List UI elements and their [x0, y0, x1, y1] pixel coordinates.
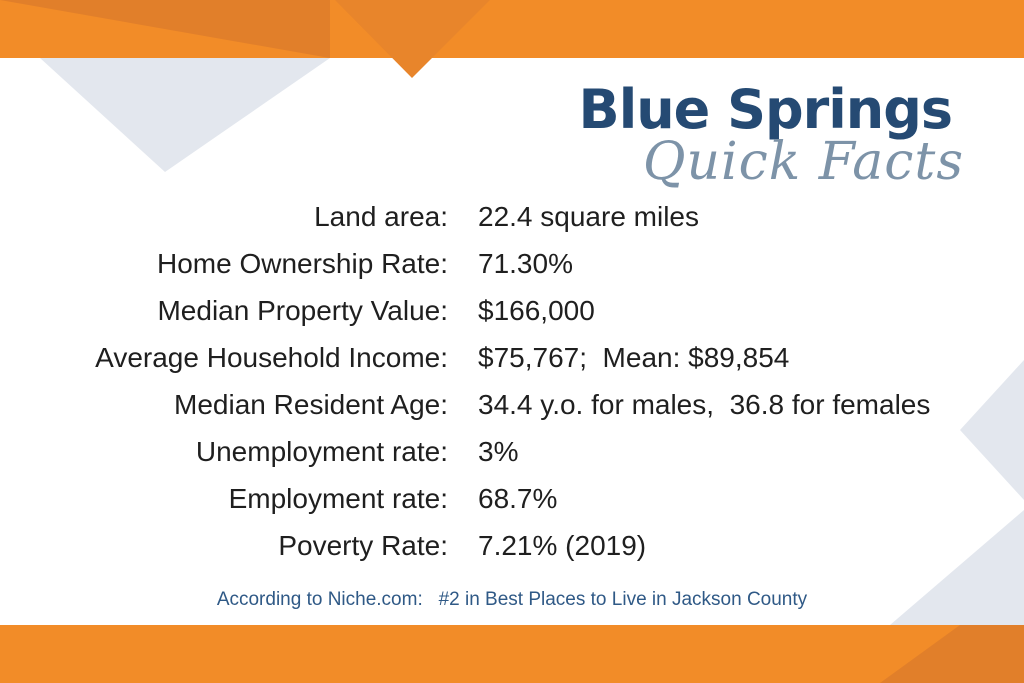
fact-label: Poverty Rate:	[278, 530, 448, 561]
gray-triangle-right-upper	[960, 360, 1024, 500]
fact-row-poverty: Poverty Rate: 7.21% (2019)	[0, 523, 1024, 569]
fact-label: Unemployment rate:	[195, 436, 448, 467]
bottom-band-shade	[880, 625, 1024, 683]
fact-row-property-value: Median Property Value: $166,000	[0, 288, 1024, 334]
fact-value: 22.4 square miles	[478, 201, 700, 232]
gray-triangle-right-lower	[890, 510, 1024, 625]
top-band-shade-1	[0, 0, 330, 58]
fact-value: 7.21% (2019)	[478, 530, 647, 561]
fact-label: Median Property Value:	[157, 295, 448, 326]
fact-value: 71.30%	[478, 248, 573, 279]
gray-triangle-top-left	[40, 58, 330, 172]
fact-label: Median Resident Age:	[174, 389, 448, 420]
fact-row-employment: Employment rate: 68.7%	[0, 476, 1024, 522]
fact-row-unemployment: Unemployment rate: 3%	[0, 429, 1024, 475]
fact-row-home-ownership: Home Ownership Rate: 71.30%	[0, 241, 1024, 287]
fact-value: 68.7%	[478, 483, 558, 514]
page-title: Blue Springs	[578, 78, 953, 141]
fact-label: Land area:	[314, 201, 448, 232]
fact-value: 3%	[478, 436, 519, 467]
fact-row-land-area: Land area: 22.4 square miles	[0, 194, 1024, 240]
fact-row-household-income: Average Household Income: $75,767; Mean:…	[0, 335, 1024, 381]
fact-label: Employment rate:	[228, 483, 448, 514]
fact-value: $166,000	[478, 295, 595, 326]
top-band-shade-2	[335, 0, 490, 78]
page-subtitle: Quick Facts	[642, 132, 964, 192]
fact-row-resident-age: Median Resident Age: 34.4 y.o. for males…	[0, 382, 1024, 428]
fact-label: Average Household Income:	[95, 342, 448, 373]
fact-value: 34.4 y.o. for males, 36.8 for females	[478, 389, 931, 420]
fact-value: $75,767; Mean: $89,854	[478, 342, 790, 373]
fact-label: Home Ownership Rate:	[156, 248, 448, 279]
source-note: According to Niche.com: #2 in Best Place…	[216, 589, 808, 610]
bottom-orange-band	[0, 625, 1024, 683]
